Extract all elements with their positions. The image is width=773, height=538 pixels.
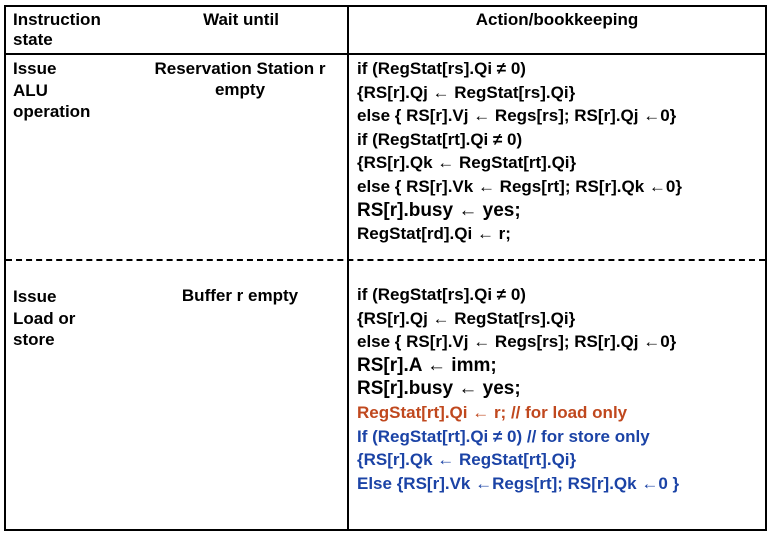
row-alu-wait: Reservation Station r empty: [154, 59, 326, 99]
header-action-bookkeeping: Action/bookkeeping: [475, 10, 639, 29]
action-line: else { RS[r].Vj ← Regs[rs]; RS[r].Qj ←0}: [357, 106, 677, 126]
row-alu-state: Issue ALU operation: [13, 58, 143, 123]
action-line-store-only: If (RegStat[rt].Qi ≠ 0) // for store onl…: [357, 426, 650, 446]
action-line-store-only: Else {RS[r].Vk ←Regs[rt]; RS[r].Qk ←0 }: [357, 473, 680, 493]
action-line: else { RS[r].Vk ← Regs[rt]; RS[r].Qk ←0}: [357, 176, 682, 196]
action-line: {RS[r].Qk ← RegStat[rt].Qi}: [357, 153, 577, 173]
row-divider-dashed: [6, 259, 765, 261]
action-line: if (RegStat[rs].Qi ≠ 0): [357, 285, 526, 304]
column-divider: [347, 7, 349, 529]
action-line: RS[r].busy ← yes;: [357, 378, 521, 400]
action-line: if (RegStat[rs].Qi ≠ 0): [357, 59, 526, 78]
header-wait-until: Wait until: [203, 10, 279, 29]
action-line: {RS[r].Qj ← RegStat[rs].Qi}: [357, 308, 576, 328]
action-line: {RS[r].Qj ← RegStat[rs].Qi}: [357, 82, 576, 102]
state-line: Issue: [13, 59, 57, 78]
action-line: RS[r].busy ← yes;: [357, 199, 521, 221]
state-line: Issue: [13, 287, 57, 306]
row-loadstore-wait: Buffer r empty: [181, 286, 299, 305]
row-loadstore-state: Issue Load or store: [13, 286, 143, 351]
action-line: RS[r].A ← imm;: [357, 354, 497, 376]
state-line: Load or: [13, 308, 76, 328]
algorithm-table: Instruction state Wait until Action/book…: [4, 5, 767, 531]
header-divider: [6, 53, 765, 55]
row-loadstore-actions: if (RegStat[rs].Qi ≠ 0) {RS[r].Qj ← RegS…: [357, 283, 679, 495]
state-line: store: [13, 330, 55, 349]
action-line-load-only: RegStat[rt].Qi ← r; // for load only: [357, 402, 628, 422]
state-line: ALU: [13, 80, 48, 100]
state-line: operation: [13, 102, 91, 121]
header-instruction-state: Instruction state: [13, 10, 101, 49]
action-line: else { RS[r].Vj ← Regs[rs]; RS[r].Qj ←0}: [357, 332, 677, 352]
row-alu-actions: if (RegStat[rs].Qi ≠ 0) {RS[r].Qj ← RegS…: [357, 57, 682, 246]
action-line-store-only: {RS[r].Qk ← RegStat[rt].Qi}: [357, 450, 577, 470]
action-line: RegStat[rd].Qi ← r;: [357, 224, 511, 244]
action-line: if (RegStat[rt].Qi ≠ 0): [357, 129, 523, 149]
